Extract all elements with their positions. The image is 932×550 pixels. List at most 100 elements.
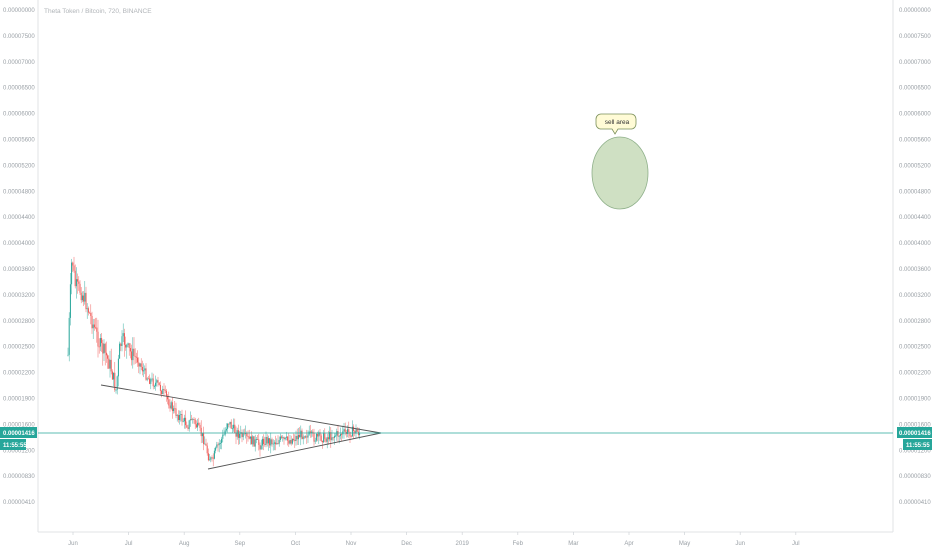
candle-body	[330, 432, 332, 441]
x-tick-label: Jul	[792, 541, 800, 547]
candle-body	[80, 292, 82, 301]
y-tick-label-right: 0.00002200	[899, 371, 931, 377]
y-tick-label-right: 0.00006500	[899, 86, 931, 92]
candle-body	[235, 432, 237, 437]
candle-body	[222, 434, 224, 439]
candle-body	[325, 438, 327, 442]
candle-body	[77, 279, 79, 282]
x-tick-label: 2019	[456, 541, 470, 547]
candle-body	[103, 343, 105, 354]
candle-body	[163, 388, 165, 390]
y-tick-label-right: 0.00000410	[899, 500, 931, 506]
candle-body	[272, 443, 274, 445]
triangle-upper-line[interactable]	[100, 384, 382, 434]
candle-body	[311, 431, 313, 433]
candle-body	[319, 432, 321, 436]
candle-body	[241, 432, 243, 438]
candle-body	[183, 417, 185, 422]
candle-body	[195, 424, 197, 428]
candle-body	[78, 281, 80, 284]
candle-body	[89, 312, 91, 314]
candle-body	[175, 408, 177, 416]
candle-body	[254, 439, 256, 447]
x-tick-label: Dec	[401, 541, 412, 547]
candle-body	[197, 422, 199, 428]
candle-body	[223, 434, 225, 436]
candle-body	[91, 315, 93, 329]
candle-body	[299, 434, 301, 438]
candle-body	[159, 384, 161, 391]
candle-body	[151, 378, 153, 380]
candle-body	[335, 435, 337, 437]
y-tick-label-right: 0.00003600	[899, 267, 931, 273]
y-tick-label-left: 0.00005200	[3, 163, 35, 169]
candle-body	[127, 343, 129, 345]
candle-body	[258, 439, 260, 445]
candle-body	[138, 362, 140, 367]
candle-body	[215, 447, 217, 451]
candle-body	[237, 430, 239, 438]
candle-body	[177, 415, 179, 421]
candle-body	[249, 436, 251, 439]
candle-body	[276, 443, 278, 445]
candle-body	[123, 333, 125, 345]
candle-body	[187, 427, 189, 429]
candle-body	[181, 414, 183, 422]
candle-body	[323, 433, 325, 443]
candles	[67, 256, 361, 467]
sell-area-callout[interactable]: sell area	[595, 113, 637, 135]
candle-body	[68, 317, 70, 355]
candle-body	[252, 436, 254, 445]
triangle-lower-line[interactable]	[207, 432, 382, 470]
candle-body	[218, 443, 220, 446]
candle-body	[182, 421, 184, 423]
candle-body	[161, 390, 163, 395]
candle-body	[74, 270, 76, 287]
candle-body	[167, 395, 169, 400]
candle-body	[152, 378, 154, 387]
y-tick-label-right: 0.00000000	[899, 8, 931, 14]
y-tick-label-left: 0.00004400	[3, 215, 35, 221]
y-tick-label-right: 0.00001600	[899, 422, 931, 428]
candle-body	[329, 432, 331, 440]
candle-body	[353, 426, 355, 431]
candle-body	[281, 436, 283, 438]
candle-body	[242, 432, 244, 438]
price-tag-right-value: 0.00001416	[899, 431, 931, 437]
candle-body	[315, 433, 317, 441]
candle-body	[327, 437, 329, 440]
candle-body	[129, 348, 131, 352]
candle-body	[355, 429, 357, 434]
y-tick-label-right: 0.00006000	[899, 112, 931, 118]
x-tick-label: Aug	[179, 541, 190, 547]
y-tick-label-left: 0.00004000	[3, 241, 35, 247]
candle-body	[156, 380, 158, 383]
candle-body	[102, 343, 104, 354]
candle-body	[326, 437, 328, 442]
y-tick-label-left: 0.00007500	[3, 34, 35, 40]
sell-area-ellipse[interactable]	[591, 136, 649, 210]
candle-body	[210, 457, 212, 460]
candle-body	[173, 408, 175, 412]
candle-body	[269, 438, 271, 446]
candle-body	[307, 434, 309, 438]
candle-body	[225, 428, 227, 431]
y-tick-label-left: 0.00000000	[3, 8, 35, 14]
candle-body	[204, 443, 206, 445]
y-axis-left: 0.00000000 0.00007500 0.00007000 0.00006500…	[3, 8, 35, 506]
candle-body	[305, 436, 307, 438]
candle-body	[92, 324, 94, 329]
candle-body	[288, 440, 290, 444]
y-tick-label-left: 0.00004800	[3, 189, 35, 195]
candle-body	[164, 389, 166, 391]
candle-body	[257, 439, 259, 440]
candle-body	[176, 415, 178, 416]
candle-body	[97, 331, 99, 347]
candle-body	[188, 420, 190, 429]
y-tick-label-right: 0.00003200	[899, 293, 931, 299]
y-tick-label-left: 0.00000410	[3, 500, 35, 506]
y-tick-label-right: 0.00001200	[899, 448, 931, 454]
candle-body	[213, 450, 215, 459]
candle-body	[211, 457, 213, 459]
